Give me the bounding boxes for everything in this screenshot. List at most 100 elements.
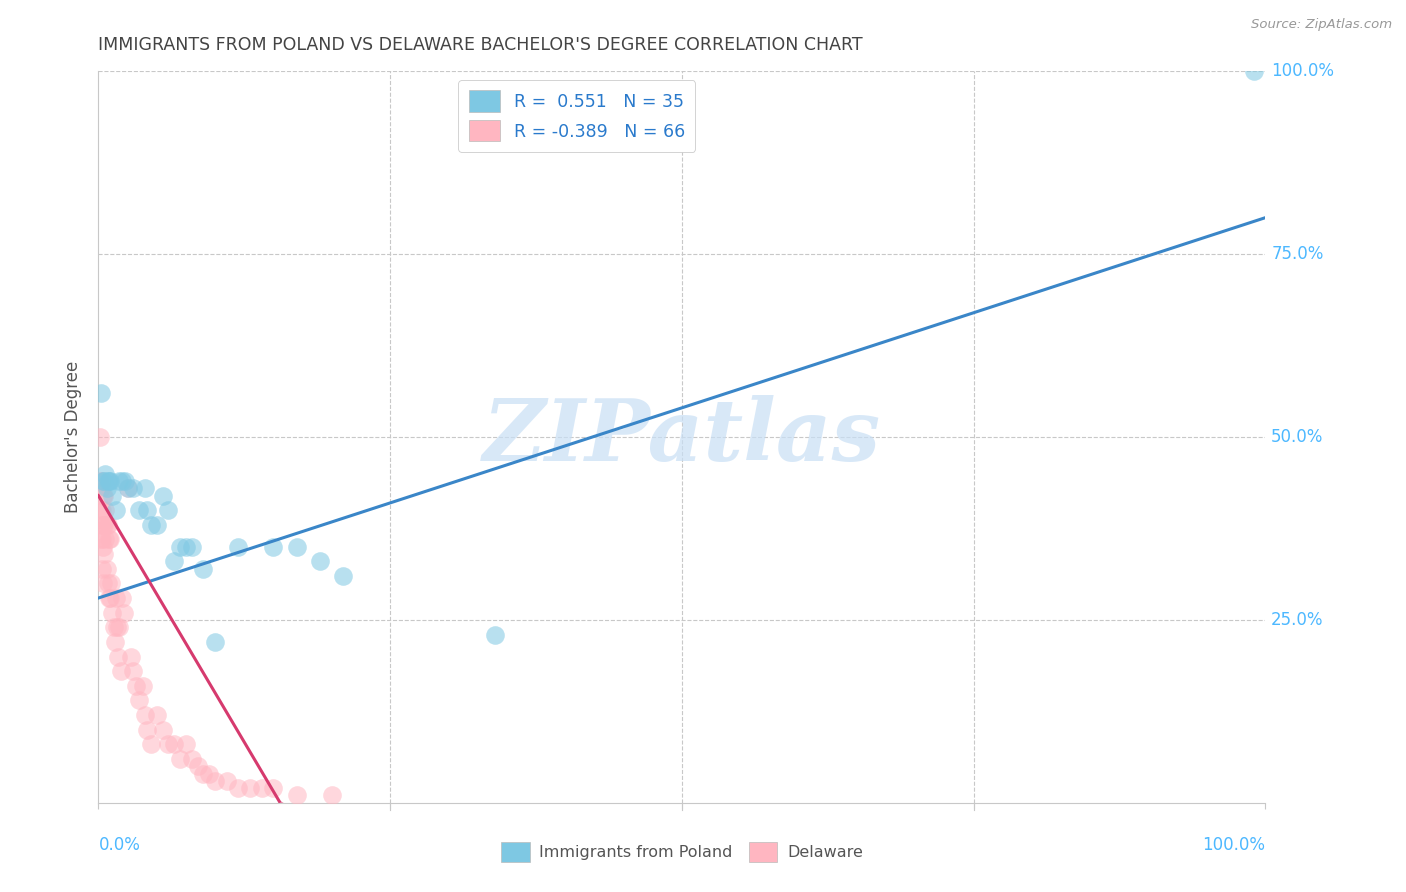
Point bbox=[180, 752, 202, 766]
Point bbox=[97, 576, 120, 591]
Point bbox=[90, 474, 112, 488]
Point bbox=[98, 533, 121, 547]
Point bbox=[97, 533, 120, 547]
Text: 75.0%: 75.0% bbox=[1271, 245, 1323, 263]
Text: 100.0%: 100.0% bbox=[1271, 62, 1334, 80]
Point bbox=[250, 781, 273, 796]
Point bbox=[104, 591, 127, 605]
Point bbox=[107, 649, 129, 664]
Point bbox=[128, 503, 150, 517]
Point bbox=[90, 481, 112, 495]
Point bbox=[204, 773, 226, 788]
Point bbox=[94, 467, 117, 481]
Point bbox=[484, 627, 506, 641]
Text: Source: ZipAtlas.com: Source: ZipAtlas.com bbox=[1251, 18, 1392, 31]
Text: ZIPatlas: ZIPatlas bbox=[482, 395, 882, 479]
Point bbox=[163, 737, 186, 751]
Point bbox=[262, 540, 284, 554]
Point bbox=[94, 533, 117, 547]
Text: IMMIGRANTS FROM POLAND VS DELAWARE BACHELOR'S DEGREE CORRELATION CHART: IMMIGRANTS FROM POLAND VS DELAWARE BACHE… bbox=[98, 36, 863, 54]
Point bbox=[90, 386, 112, 401]
Point bbox=[98, 591, 121, 605]
Point bbox=[152, 723, 174, 737]
Point bbox=[1243, 64, 1265, 78]
Point bbox=[139, 737, 162, 751]
Point bbox=[89, 474, 111, 488]
Point bbox=[93, 547, 115, 561]
Point bbox=[108, 620, 131, 634]
Point bbox=[163, 554, 186, 568]
Point bbox=[94, 503, 117, 517]
Point bbox=[193, 766, 215, 780]
Point bbox=[100, 576, 122, 591]
Point bbox=[90, 533, 112, 547]
Point bbox=[90, 533, 112, 547]
Point bbox=[193, 562, 215, 576]
Point bbox=[128, 693, 150, 707]
Point bbox=[285, 540, 308, 554]
Point bbox=[111, 474, 134, 488]
Point bbox=[132, 679, 155, 693]
Point bbox=[309, 554, 332, 568]
Point bbox=[101, 606, 124, 620]
Point bbox=[215, 773, 238, 788]
Point bbox=[174, 540, 197, 554]
Point bbox=[204, 635, 226, 649]
Point bbox=[93, 517, 115, 532]
Text: 50.0%: 50.0% bbox=[1271, 428, 1323, 446]
Point bbox=[198, 766, 221, 780]
Y-axis label: Bachelor's Degree: Bachelor's Degree bbox=[65, 361, 83, 513]
Point bbox=[169, 752, 191, 766]
Point bbox=[228, 540, 250, 554]
Point bbox=[90, 503, 112, 517]
Text: 0.0%: 0.0% bbox=[98, 836, 141, 854]
Point bbox=[157, 503, 180, 517]
Point bbox=[262, 781, 284, 796]
Point bbox=[89, 430, 111, 444]
Point bbox=[136, 503, 159, 517]
Point bbox=[134, 481, 156, 495]
Text: 100.0%: 100.0% bbox=[1202, 836, 1265, 854]
Point bbox=[169, 540, 191, 554]
Point bbox=[285, 789, 308, 803]
Point bbox=[122, 664, 145, 678]
Point bbox=[91, 517, 114, 532]
Point bbox=[122, 481, 145, 495]
Point bbox=[120, 649, 142, 664]
Point bbox=[321, 789, 343, 803]
Point bbox=[104, 635, 127, 649]
Point bbox=[93, 489, 115, 503]
Point bbox=[104, 503, 127, 517]
Point bbox=[101, 489, 124, 503]
Point bbox=[96, 517, 118, 532]
Point bbox=[90, 562, 112, 576]
Point bbox=[103, 620, 125, 634]
Point bbox=[91, 474, 114, 488]
Point bbox=[91, 489, 114, 503]
Point bbox=[134, 708, 156, 723]
Point bbox=[90, 517, 112, 532]
Point bbox=[152, 489, 174, 503]
Point bbox=[117, 481, 139, 495]
Point bbox=[105, 620, 128, 634]
Point bbox=[97, 474, 120, 488]
Point bbox=[174, 737, 197, 751]
Point bbox=[111, 591, 134, 605]
Point bbox=[136, 723, 159, 737]
Point bbox=[114, 474, 136, 488]
Point bbox=[187, 759, 209, 773]
Point bbox=[125, 679, 148, 693]
Point bbox=[91, 576, 114, 591]
Point bbox=[96, 562, 118, 576]
Point bbox=[97, 591, 120, 605]
Point bbox=[139, 517, 162, 532]
Legend: Immigrants from Poland, Delaware: Immigrants from Poland, Delaware bbox=[495, 836, 869, 868]
Point bbox=[146, 708, 169, 723]
Point bbox=[97, 517, 120, 532]
Point bbox=[108, 474, 131, 488]
Point bbox=[228, 781, 250, 796]
Point bbox=[97, 474, 120, 488]
Point bbox=[180, 540, 202, 554]
Point bbox=[157, 737, 180, 751]
Point bbox=[117, 481, 139, 495]
